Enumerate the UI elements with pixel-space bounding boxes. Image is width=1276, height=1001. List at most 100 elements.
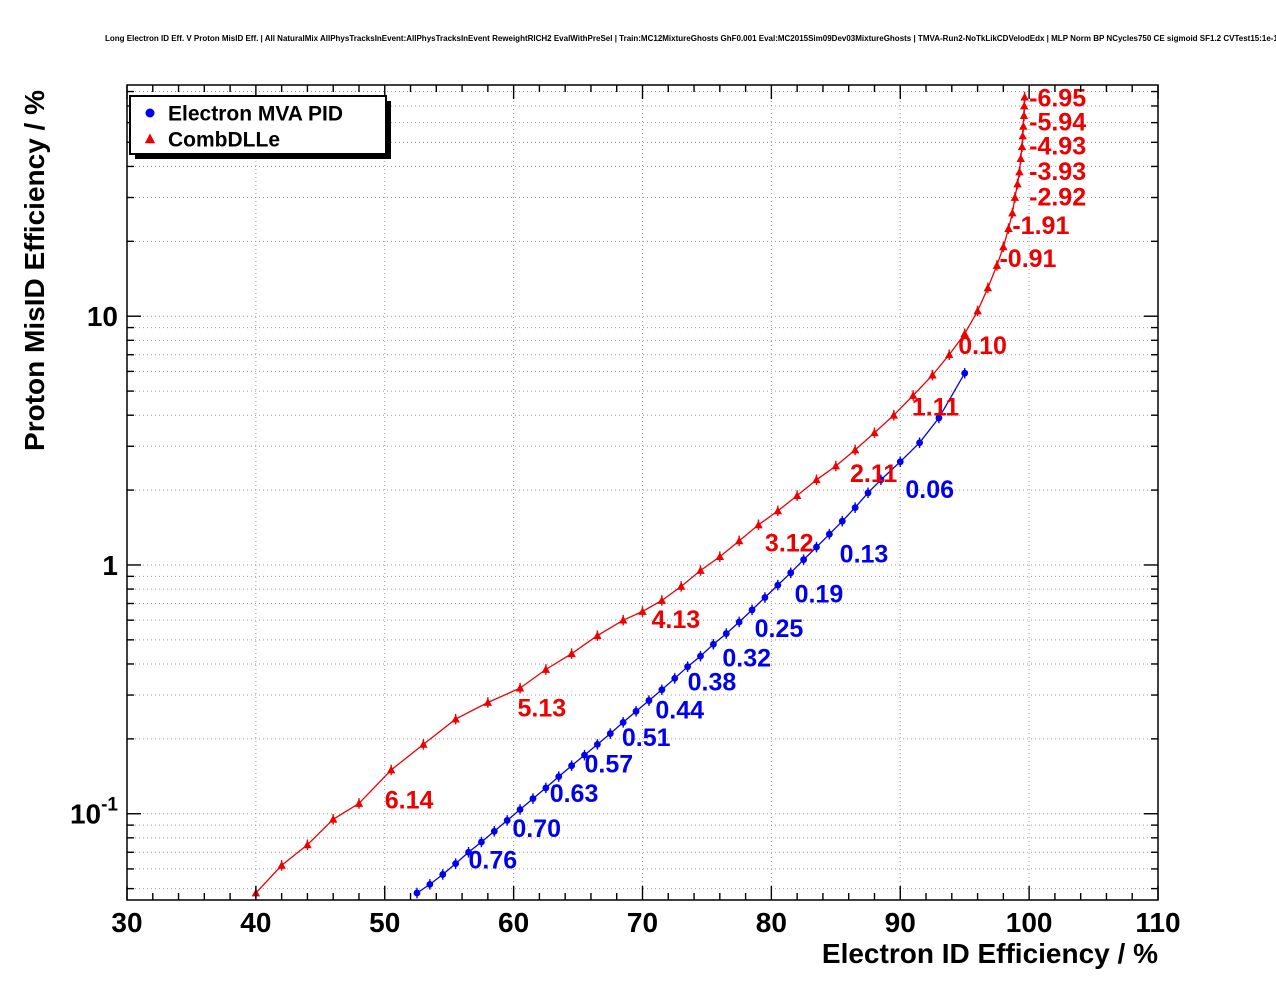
legend-marker-triangle-icon — [144, 133, 156, 144]
point-label: 0.63 — [550, 780, 599, 808]
data-point — [676, 582, 686, 590]
point-label: 0.51 — [622, 724, 671, 752]
data-point — [657, 596, 667, 604]
data-point — [451, 714, 460, 723]
legend-marker-circle-icon — [145, 108, 155, 118]
point-labels: 0.06 0.13 0.19 0.250.320.380.440.510.570.63… — [469, 476, 955, 874]
data-point — [889, 410, 899, 419]
data-point — [850, 445, 860, 454]
point-label: 0.44 — [655, 697, 704, 725]
point-label: -0.91 — [999, 245, 1056, 273]
x-tick-label: 60 — [498, 907, 529, 938]
point-label: 2.11 — [850, 460, 897, 488]
point-label: 0.25 — [755, 615, 804, 643]
data-point — [658, 686, 666, 694]
point-label: 0.70 — [512, 815, 561, 843]
x-tick-label: 90 — [885, 907, 916, 938]
data-point — [619, 718, 627, 726]
legend-item-electron-mva-pid: Electron MVA PID — [145, 103, 343, 126]
data-point — [945, 350, 954, 359]
data-point — [774, 581, 782, 589]
data-point — [490, 827, 498, 835]
data-point — [419, 739, 428, 748]
data-point — [722, 630, 730, 637]
point-label: -1.91 — [1012, 212, 1069, 240]
data-point — [503, 817, 511, 824]
data-point — [277, 860, 286, 869]
point-label: 0.06 — [905, 476, 954, 504]
data-point — [787, 569, 795, 577]
point-label: -6.95 — [1029, 85, 1086, 113]
data-point — [851, 504, 859, 512]
data-point — [916, 439, 923, 447]
data-point — [761, 594, 769, 601]
data-point — [715, 552, 725, 561]
data-point — [555, 773, 563, 781]
data-point — [303, 840, 312, 849]
data-point — [999, 242, 1008, 251]
data-point — [709, 640, 717, 648]
data-point — [838, 517, 846, 525]
data-point — [1008, 208, 1017, 217]
data-point — [581, 751, 588, 759]
x-tick-label: 30 — [111, 907, 142, 938]
x-tick-label: 100 — [1006, 907, 1053, 938]
data-point — [593, 631, 602, 640]
data-point — [515, 683, 525, 692]
data-point — [329, 814, 338, 823]
data-point — [813, 543, 820, 551]
y-tick-label: 10-1 — [70, 795, 118, 830]
x-tick-label: 80 — [756, 907, 787, 938]
legend-item-combdlle: CombDLLe — [144, 129, 280, 152]
x-tick-label: 70 — [627, 907, 658, 938]
data-point — [831, 461, 841, 470]
data-point — [973, 306, 982, 315]
y-tick-label: 1 — [102, 550, 118, 581]
point-label: 0.57 — [585, 750, 634, 778]
data-point — [877, 476, 885, 484]
data-point — [754, 520, 763, 529]
grid-layer — [127, 85, 1158, 900]
y-axis-title: Proton MisID Efficiency / % — [19, 90, 50, 451]
point-label: 5.13 — [517, 694, 566, 722]
series-layer: 0.06 0.13 0.19 0.250.320.380.440.510.570.63… — [251, 85, 1086, 899]
point-label: 0.19 — [795, 581, 844, 609]
data-point — [870, 428, 879, 437]
data-point — [935, 414, 943, 422]
point-label: 0.38 — [688, 668, 737, 696]
x-tick-label: 50 — [369, 907, 400, 938]
series-combdlle: -6.95-5.94-4.93-3.93-2.92-1.91 -0.91 0.10 1… — [251, 85, 1086, 899]
data-point — [696, 566, 705, 574]
data-point — [542, 784, 550, 792]
data-point — [1018, 131, 1027, 140]
data-point — [825, 530, 833, 538]
data-point — [671, 674, 679, 682]
point-label: 0.76 — [469, 846, 518, 874]
data-point — [1004, 224, 1013, 232]
data-point — [1010, 193, 1020, 201]
data-point — [961, 369, 969, 377]
data-point — [645, 697, 653, 704]
data-points — [413, 369, 969, 897]
data-point — [992, 261, 1002, 269]
data-point — [638, 607, 647, 615]
x-tick-label: 110 — [1135, 907, 1180, 938]
point-label: 0.10 — [958, 332, 1007, 360]
series-electron-mva-pid: 0.06 0.13 0.19 0.250.320.380.440.510.570.63… — [413, 367, 969, 899]
data-point — [386, 765, 396, 774]
data-point — [618, 615, 628, 624]
data-point — [684, 663, 692, 671]
data-point — [483, 698, 493, 706]
point-label: 4.13 — [652, 606, 701, 634]
legend-box — [129, 95, 387, 155]
data-point — [632, 707, 640, 715]
data-points — [251, 92, 1029, 897]
data-point — [1015, 167, 1024, 176]
data-point — [812, 475, 821, 484]
x-tick-label: 40 — [240, 907, 271, 938]
data-point — [465, 848, 472, 856]
data-point — [452, 860, 460, 868]
data-point — [439, 871, 447, 878]
